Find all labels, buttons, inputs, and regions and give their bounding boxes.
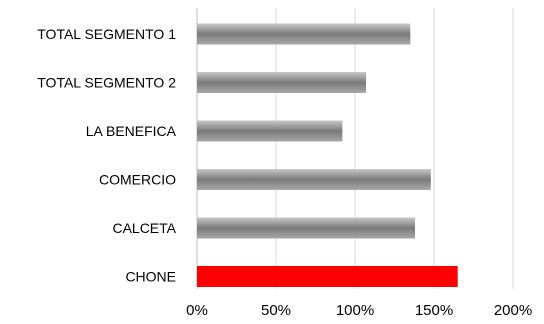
category-labels: TOTAL SEGMENTO 1 TOTAL SEGMENTO 2 LA BENEF… (37, 26, 176, 285)
x-tick-labels: 0% 50% 100% 150% 200% (186, 302, 532, 319)
bar-la-benefica (197, 120, 343, 142)
x-tick-label: 0% (186, 302, 208, 319)
bars (197, 23, 458, 287)
category-label: TOTAL SEGMENTO 1 (37, 26, 176, 42)
bar-total-segmento-2 (197, 72, 367, 93)
x-tick-label: 200% (494, 302, 532, 319)
x-tick-label: 50% (261, 302, 291, 319)
x-tick-label: 150% (415, 302, 453, 319)
x-tick-label: 100% (336, 302, 374, 319)
category-label: CHONE (125, 269, 176, 285)
gridlines (196, 8, 514, 289)
bar-calceta (197, 217, 416, 239)
category-label: CALCETA (112, 220, 176, 236)
category-label: LA BENEFICA (86, 123, 177, 139)
category-label: COMERCIO (99, 172, 176, 188)
bar-total-segmento-1 (197, 23, 411, 45)
bar-comercio (197, 169, 431, 190)
category-label: TOTAL SEGMENTO 2 (37, 75, 176, 91)
bar-chone (197, 266, 458, 287)
